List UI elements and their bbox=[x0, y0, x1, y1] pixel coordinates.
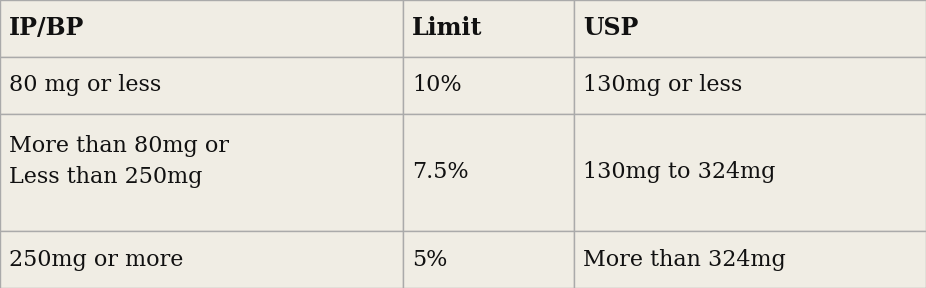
Text: 10%: 10% bbox=[412, 75, 462, 96]
Text: IP/BP: IP/BP bbox=[9, 16, 84, 41]
Text: More than 80mg or
Less than 250mg: More than 80mg or Less than 250mg bbox=[9, 135, 230, 187]
Text: 130mg to 324mg: 130mg to 324mg bbox=[583, 162, 776, 183]
Bar bbox=[574, 231, 926, 288]
Bar bbox=[403, 114, 574, 231]
Bar bbox=[574, 0, 926, 57]
Text: Limit: Limit bbox=[412, 16, 482, 41]
Text: USP: USP bbox=[583, 16, 639, 41]
Bar bbox=[403, 57, 574, 114]
Text: 130mg or less: 130mg or less bbox=[583, 75, 743, 96]
Text: 5%: 5% bbox=[412, 249, 447, 270]
Bar bbox=[0, 231, 403, 288]
Text: More than 324mg: More than 324mg bbox=[583, 249, 786, 270]
Text: 250mg or more: 250mg or more bbox=[9, 249, 183, 270]
Bar bbox=[0, 0, 403, 57]
Bar bbox=[403, 231, 574, 288]
Bar bbox=[403, 0, 574, 57]
Text: 7.5%: 7.5% bbox=[412, 162, 469, 183]
Bar bbox=[0, 57, 403, 114]
Bar bbox=[574, 57, 926, 114]
Bar bbox=[574, 114, 926, 231]
Text: 80 mg or less: 80 mg or less bbox=[9, 75, 161, 96]
Bar bbox=[0, 114, 403, 231]
